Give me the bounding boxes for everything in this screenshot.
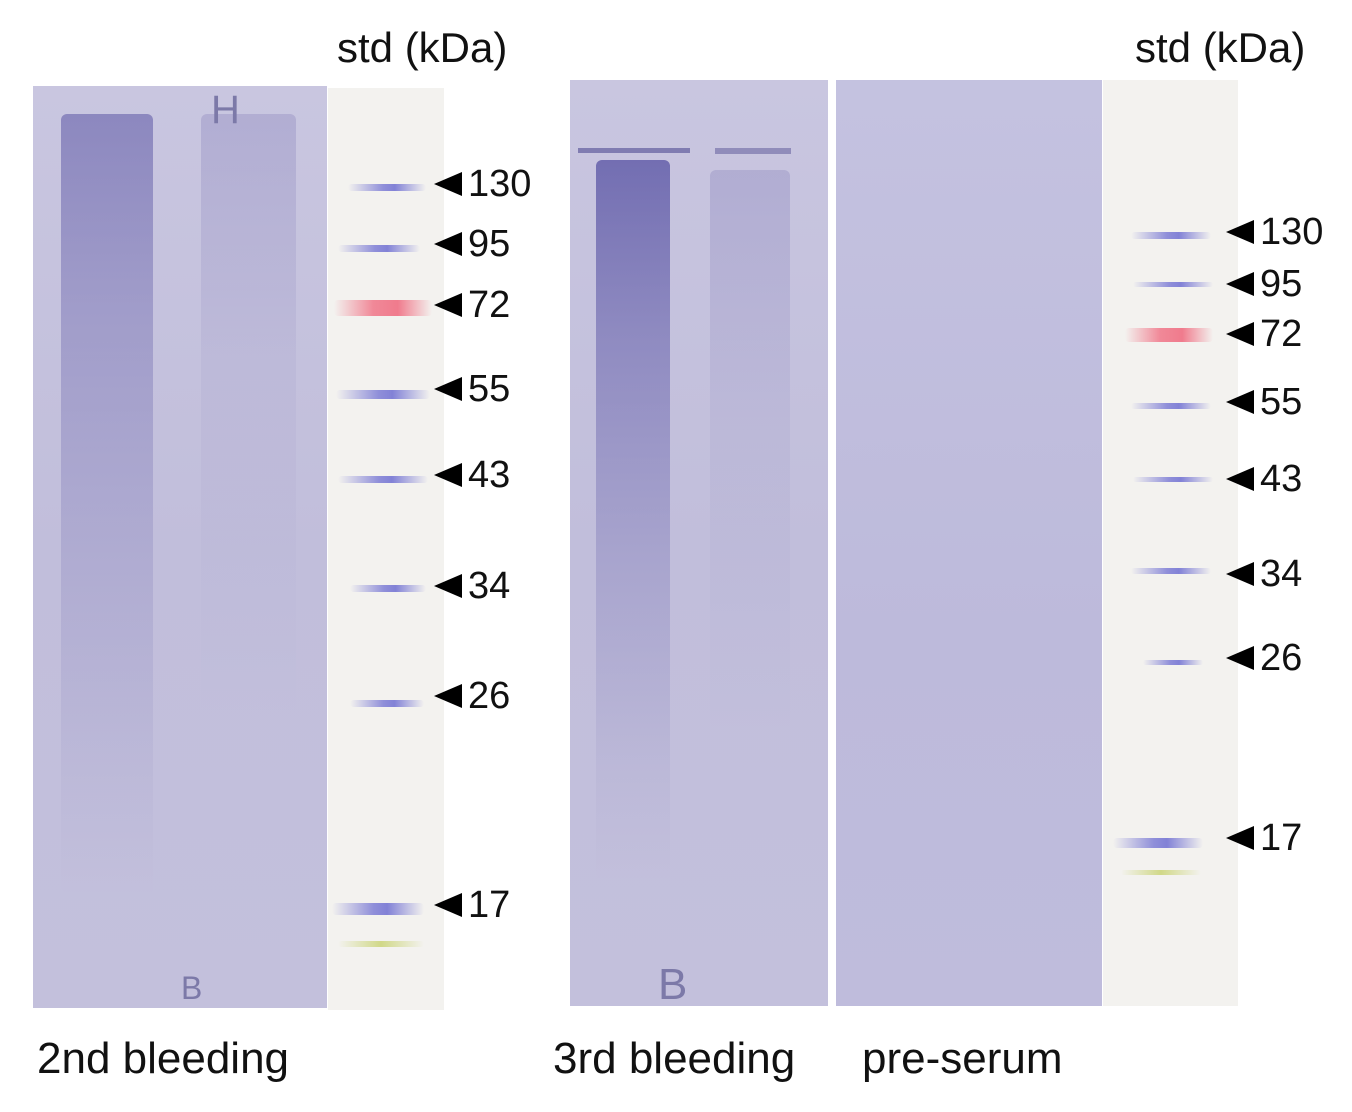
arrow-icon <box>434 684 462 708</box>
arrow-icon <box>434 377 462 401</box>
arrow-icon <box>434 293 462 317</box>
lane-mark-h: H <box>211 88 240 132</box>
ladder-strip-right <box>1103 80 1238 1006</box>
ladder-band-95 <box>1133 282 1213 287</box>
marker-label: 95 <box>468 223 511 265</box>
ladder-band-72 <box>334 300 432 316</box>
lane-smear-strong <box>596 160 670 880</box>
ladder-band-17 <box>332 903 424 915</box>
marker-label: 72 <box>1260 313 1303 355</box>
marker-right-130: 130 <box>1226 212 1323 252</box>
ladder-band-43 <box>338 476 428 483</box>
marker-right-34: 34 <box>1226 554 1302 594</box>
arrow-icon <box>434 232 462 256</box>
ladder-band-17 <box>1113 838 1203 848</box>
arrow-icon <box>1226 646 1254 670</box>
lane-smear-weak <box>201 114 296 714</box>
ladder-strip-left <box>328 88 444 1010</box>
arrow-icon <box>1226 467 1254 491</box>
marker-label: 43 <box>468 454 511 496</box>
marker-left-55: 55 <box>434 369 510 409</box>
well-line-2 <box>715 148 791 154</box>
ladder-band-34 <box>350 585 426 592</box>
std-title-right: std (kDa) <box>1135 24 1306 71</box>
marker-label: 130 <box>468 163 532 205</box>
marker-label: 34 <box>468 565 511 607</box>
marker-right-17: 17 <box>1226 818 1302 858</box>
marker-label: 17 <box>468 884 511 926</box>
marker-label: 34 <box>1260 553 1303 595</box>
blot-membrane-3rd-bleeding: B <box>570 80 828 1009</box>
lane-mark-b: B <box>658 960 688 1009</box>
well-line-1 <box>578 148 690 153</box>
ladder-band-95 <box>338 245 420 252</box>
ladder-band-26 <box>1143 660 1203 665</box>
marker-left-43: 43 <box>434 455 510 495</box>
marker-label: 95 <box>1260 263 1303 305</box>
marker-left-95: 95 <box>434 224 510 264</box>
arrow-icon <box>434 172 462 196</box>
ladder-band-55 <box>1131 403 1211 409</box>
marker-left-72: 72 <box>434 285 510 325</box>
arrow-icon <box>1226 390 1254 414</box>
std-title-left: std (kDa) <box>337 24 508 71</box>
ladder-band-130 <box>348 184 426 191</box>
marker-label: 26 <box>468 675 511 717</box>
marker-left-34: 34 <box>434 566 510 606</box>
marker-left-130: 130 <box>434 164 531 204</box>
lane-smear-weak <box>710 170 790 730</box>
arrow-icon <box>1226 322 1254 346</box>
arrow-icon <box>434 574 462 598</box>
lane-mark-b: B <box>181 970 203 1006</box>
arrow-icon <box>1226 826 1254 850</box>
marker-label: 43 <box>1260 458 1303 500</box>
ladder-band-72 <box>1125 328 1213 342</box>
marker-label: 17 <box>1260 817 1303 859</box>
marker-label: 26 <box>1260 637 1303 679</box>
marker-label: 55 <box>468 368 511 410</box>
arrow-icon <box>1226 562 1254 586</box>
marker-right-72: 72 <box>1226 314 1302 354</box>
ladder-band-26 <box>350 700 424 707</box>
blot-membrane-2nd-bleeding: H B <box>33 86 327 1008</box>
marker-label: 130 <box>1260 211 1324 253</box>
ladder-band-130 <box>1131 232 1211 239</box>
marker-right-95: 95 <box>1226 264 1302 304</box>
blot-membrane-pre-serum <box>836 80 1102 1006</box>
ladder-band-34 <box>1131 568 1211 574</box>
marker-right-26: 26 <box>1226 638 1302 678</box>
marker-left-17: 17 <box>434 885 510 925</box>
lane-smear-strong <box>61 114 153 894</box>
ladder-band-dye-front <box>338 941 424 947</box>
arrow-icon <box>434 463 462 487</box>
arrow-icon <box>434 893 462 917</box>
ladder-band-dye-front <box>1121 870 1201 875</box>
caption-pre-serum: pre-serum <box>862 1034 1063 1083</box>
ladder-band-55 <box>336 390 430 399</box>
marker-label: 72 <box>468 284 511 326</box>
caption-2nd-bleeding: 2nd bleeding <box>37 1034 290 1083</box>
marker-right-55: 55 <box>1226 382 1302 422</box>
caption-3rd-bleeding: 3rd bleeding <box>553 1034 796 1083</box>
marker-right-43: 43 <box>1226 459 1302 499</box>
marker-left-26: 26 <box>434 676 510 716</box>
arrow-icon <box>1226 272 1254 296</box>
marker-label: 55 <box>1260 381 1303 423</box>
arrow-icon <box>1226 220 1254 244</box>
ladder-band-43 <box>1133 477 1213 482</box>
